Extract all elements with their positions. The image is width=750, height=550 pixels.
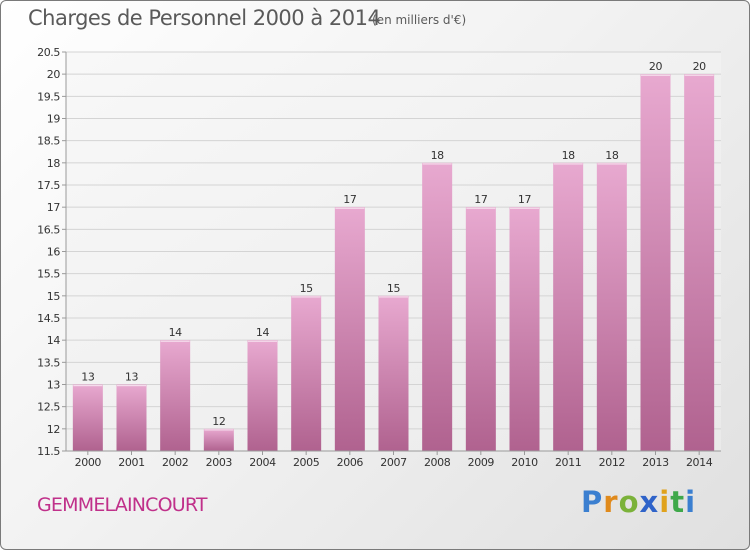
bar (247, 340, 278, 451)
y-tick-label: 14.5 (37, 312, 60, 325)
bars (72, 74, 715, 452)
bar (465, 207, 496, 451)
y-tick-label: 20 (47, 68, 61, 81)
y-tick-label: 13 (47, 379, 61, 392)
x-tick-label: 2012 (599, 456, 625, 469)
bar-highlight (117, 385, 146, 387)
logo-letter: r (603, 485, 619, 519)
bar-value-label: 20 (649, 60, 663, 73)
bar (509, 207, 540, 451)
axes (62, 51, 721, 455)
y-tick-label: 13.5 (37, 356, 60, 369)
y-tick-label: 18 (47, 157, 61, 170)
bar-highlight (510, 207, 539, 209)
x-tick-label: 2014 (686, 456, 713, 469)
bar-highlight (204, 429, 234, 431)
bar-value-label: 12 (212, 415, 225, 428)
y-tick-label: 14 (47, 334, 61, 347)
bar-highlight (684, 74, 714, 76)
y-tick-label: 15 (47, 290, 61, 303)
x-tick-label: 2005 (293, 456, 320, 469)
y-tick-label: 17.5 (37, 179, 60, 192)
commune-name: GEMMELAINCOURT (37, 494, 208, 516)
x-tick-label: 2010 (511, 456, 538, 469)
x-tick-label: 2008 (424, 456, 451, 469)
bar-value-label: 14 (169, 326, 183, 339)
logo-letter: i (659, 485, 671, 519)
bar (596, 162, 627, 452)
bar-highlight (641, 74, 670, 76)
logo-letter: t (670, 485, 686, 519)
y-tick-label: 18.5 (37, 135, 60, 148)
bar (378, 295, 409, 451)
bar (422, 162, 453, 452)
y-tick-label: 19 (47, 113, 61, 126)
x-tick-label: 2007 (380, 456, 407, 469)
y-tick-label: 16.5 (37, 223, 60, 236)
bar-value-label: 15 (300, 282, 314, 295)
bar (684, 74, 715, 452)
bar-value-label: 18 (605, 149, 619, 162)
logo-letter: i (685, 485, 697, 519)
bar-highlight (379, 296, 408, 298)
x-tick-label: 2001 (118, 456, 144, 469)
bar-highlight (335, 207, 365, 209)
bar (160, 340, 191, 451)
bar-highlight (160, 340, 190, 342)
y-tick-label: 16 (47, 246, 61, 259)
labels: 11.5 12 12.5 13 13.5 14 14.5 15 15.5 16 16.5 17 17.5… (37, 46, 713, 469)
bar-value-label: 13 (125, 371, 139, 384)
bar-value-label: 17 (518, 193, 532, 206)
y-tick-label: 11.5 (37, 445, 60, 458)
bar (72, 384, 103, 451)
bar-value-label: 20 (693, 60, 707, 73)
x-tick-label: 2006 (337, 456, 364, 469)
y-tick-label: 15.5 (37, 268, 60, 281)
x-tick-label: 2011 (555, 456, 581, 469)
bar (640, 74, 671, 452)
x-tick-label: 2002 (162, 456, 188, 469)
proxiti-logo: Proxiti (581, 485, 696, 519)
y-tick-label: 12 (47, 423, 60, 436)
bar (203, 428, 234, 451)
bar-highlight (553, 163, 583, 165)
bar (116, 384, 147, 451)
bar-value-label: 15 (387, 282, 401, 295)
x-tick-label: 2000 (75, 456, 102, 469)
bar-highlight (291, 296, 321, 298)
x-tick-label: 2004 (249, 456, 276, 469)
bar-highlight (466, 207, 496, 209)
y-tick-label: 12.5 (37, 401, 60, 414)
bar-value-label: 14 (256, 326, 270, 339)
bar (334, 207, 365, 451)
y-tick-label: 20.5 (37, 46, 60, 59)
bar-value-label: 17 (343, 193, 357, 206)
bar-value-label: 17 (474, 193, 488, 206)
x-tick-label: 2003 (206, 456, 233, 469)
bar-highlight (597, 163, 627, 165)
logo-letter: o (618, 485, 640, 519)
x-tick-label: 2009 (468, 456, 495, 469)
logo-letter: x (639, 485, 660, 519)
bar-highlight (73, 385, 103, 387)
y-tick-label: 17 (47, 201, 61, 214)
bar (553, 162, 584, 452)
bar-value-label: 18 (431, 149, 445, 162)
chart-unit-label: (en milliers d'€) (372, 13, 467, 27)
bar-highlight (248, 340, 277, 342)
y-tick-label: 19.5 (37, 90, 60, 103)
bar-value-label: 18 (562, 149, 576, 162)
x-tick-label: 2013 (642, 456, 669, 469)
bar-highlight (422, 163, 452, 165)
logo-letter: P (581, 485, 604, 519)
bar (291, 295, 322, 451)
chart-title: Charges de Personnel 2000 à 2014 (28, 6, 381, 30)
bar-value-label: 13 (81, 371, 95, 384)
